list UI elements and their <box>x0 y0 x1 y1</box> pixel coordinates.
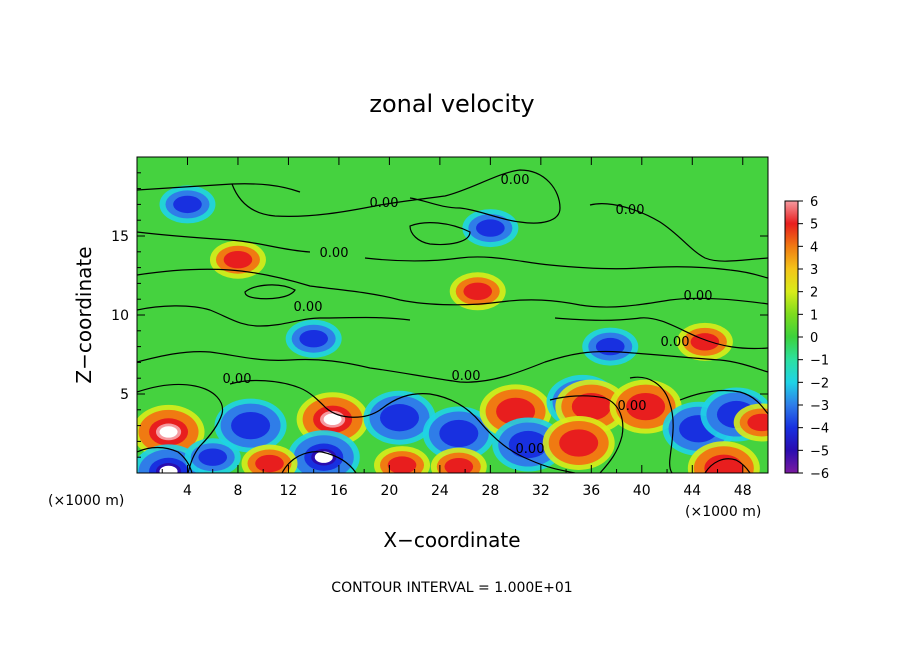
contour-line <box>137 183 301 193</box>
field-core <box>255 454 284 473</box>
field-core <box>595 337 625 356</box>
contour-line <box>137 350 768 383</box>
x-unit-left: (×1000 m) <box>48 493 124 509</box>
colorbar-tick-label: 1 <box>810 308 818 323</box>
colorbar-tick-label: −5 <box>810 444 829 459</box>
field-core <box>559 429 599 457</box>
x-tick-label: 16 <box>330 483 348 499</box>
y-tick-label: 10 <box>111 308 129 324</box>
field-core <box>476 219 505 237</box>
x-tick-label: 20 <box>380 483 398 499</box>
colorbar-tick-label: −1 <box>810 354 829 369</box>
x-tick-label: 40 <box>633 483 651 499</box>
colorbar-tick-label: 5 <box>810 218 818 233</box>
colorbar: 6 5 4 3 2 1 0 −1 −2 −3 −4 −5 −6 <box>784 195 829 482</box>
contour-line <box>704 458 751 473</box>
x-tick-label: 28 <box>481 483 499 499</box>
field-core <box>379 404 419 432</box>
colorbar-tick-label: −4 <box>810 422 829 437</box>
contour-line <box>137 231 311 253</box>
field-core <box>571 393 611 421</box>
contour-line <box>229 379 576 473</box>
field-core <box>299 330 328 348</box>
colorbar-tick-label: 6 <box>810 195 818 210</box>
chart-title: zonal velocity <box>369 90 534 118</box>
contour-labels: 0.00 0.00 0.00 0.00 0.00 0.00 0.00 0.00 0.00 0.00… <box>223 173 713 457</box>
field-core <box>173 195 202 214</box>
contour-line <box>137 305 411 327</box>
contour-line <box>137 268 768 308</box>
contour-line <box>137 383 224 473</box>
y-tick-label: 5 <box>120 387 129 403</box>
plot-area: 0.00 0.00 0.00 0.00 0.00 0.00 0.00 0.00 0.00 0.00… <box>137 157 768 473</box>
colorbar-tick-label: −3 <box>810 399 829 414</box>
field-core <box>747 413 768 432</box>
contour-label: 0.00 <box>320 246 349 261</box>
contour-label: 0.00 <box>223 372 252 387</box>
field-core <box>444 458 474 473</box>
colorbar-tick-label: 4 <box>810 240 818 255</box>
field-core-saturated <box>159 465 178 473</box>
contour-line <box>554 317 768 350</box>
field-core <box>463 282 493 300</box>
contour-line <box>244 284 296 300</box>
x-tick-label: 8 <box>233 483 242 499</box>
x-tick-label: 24 <box>431 483 449 499</box>
field-core <box>198 448 228 466</box>
contour-line <box>549 395 624 473</box>
field-core <box>387 456 417 473</box>
field-core <box>508 430 548 459</box>
contour-line <box>679 389 768 415</box>
field-core <box>439 419 479 448</box>
x-axis-label: X−coordinate <box>383 528 520 552</box>
colorbar-tick-label: −2 <box>810 376 829 391</box>
x-tick-label: 36 <box>582 483 600 499</box>
field-core-saturated <box>323 413 342 425</box>
contour-label: 0.00 <box>294 300 323 315</box>
field-core <box>231 411 271 440</box>
contour-interval-note: CONTOUR INTERVAL = 1.000E+01 <box>331 580 572 596</box>
contour-label: 0.00 <box>501 173 530 188</box>
field-core-saturated <box>314 451 333 463</box>
colorbar-tick-label: 0 <box>810 331 818 346</box>
field-core <box>223 251 253 269</box>
contour-label: 0.00 <box>618 399 647 414</box>
zero-contours <box>137 169 768 473</box>
contour-line <box>629 376 674 473</box>
contour-label: 0.00 <box>516 442 545 457</box>
contour-line <box>231 169 561 224</box>
velocity-field <box>137 185 768 473</box>
x-tick-label: 48 <box>734 483 752 499</box>
contour-line <box>409 222 471 246</box>
contour-line <box>589 203 768 262</box>
colorbar-tick-label: 3 <box>810 263 818 278</box>
x-tick-label: 12 <box>280 483 298 499</box>
contour-line <box>281 451 357 473</box>
field-core <box>626 393 666 421</box>
y-axis-label: Z−coordinate <box>72 246 96 383</box>
colorbar-tick-label: 2 <box>810 286 818 301</box>
x-tick-label: 44 <box>683 483 701 499</box>
contour-label: 0.00 <box>370 196 399 211</box>
field-core-saturated <box>159 426 178 438</box>
contour-line <box>137 446 193 473</box>
x-tick-label: 32 <box>532 483 550 499</box>
contour-line <box>364 256 768 279</box>
x-tick-label: 4 <box>183 483 192 499</box>
colorbar-gradient <box>785 201 798 473</box>
colorbar-tick-label: −6 <box>810 467 829 482</box>
contour-label: 0.00 <box>684 289 713 304</box>
contour-label: 0.00 <box>661 335 690 350</box>
contour-label: 0.00 <box>616 203 645 218</box>
x-unit-right: (×1000 m) <box>685 504 761 520</box>
colorbar-ticks: 6 5 4 3 2 1 0 −1 −2 −3 −4 −5 −6 <box>798 195 829 482</box>
y-tick-label: 15 <box>111 229 129 245</box>
contour-label: 0.00 <box>452 369 481 384</box>
